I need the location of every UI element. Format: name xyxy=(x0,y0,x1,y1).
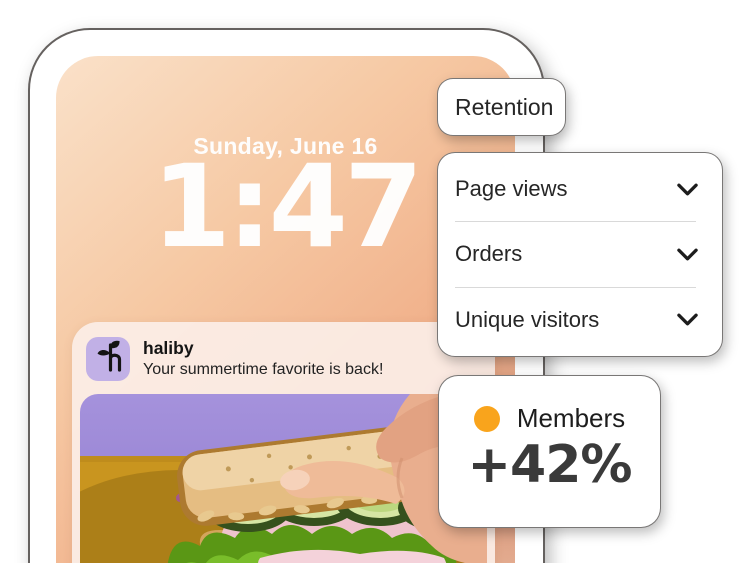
sandwich-photo xyxy=(80,394,487,563)
notification-message: Your summertime favorite is back! xyxy=(143,360,384,378)
row-divider xyxy=(455,286,696,288)
members-legend-row: Members xyxy=(473,403,626,434)
metrics-dropdown-card: Page views Orders Unique visitors xyxy=(437,152,723,357)
metric-label: Unique visitors xyxy=(455,306,600,332)
members-stat-card: Members +42% xyxy=(438,375,661,528)
retention-label: Retention xyxy=(455,93,554,120)
metric-row-orders[interactable]: Orders xyxy=(438,222,722,286)
metric-label: Orders xyxy=(455,241,523,267)
notification-card[interactable]: haliby Your summertime favorite is back! xyxy=(72,322,495,563)
chevron-down-icon xyxy=(677,183,698,196)
chevron-down-icon xyxy=(677,313,698,326)
notification-app-name: haliby xyxy=(143,337,194,358)
notification-image xyxy=(80,394,487,563)
metric-label: Page views xyxy=(455,176,568,202)
chevron-down-icon xyxy=(677,248,698,261)
members-dot xyxy=(473,405,500,432)
metric-row-unique-visitors[interactable]: Unique visitors xyxy=(438,288,722,352)
phone-frame: Sunday, June 16 1:47 haliby Your summert… xyxy=(28,28,545,563)
retention-chip[interactable]: Retention xyxy=(437,78,566,136)
lock-screen-date: Sunday, June 16 xyxy=(193,133,378,159)
lock-screen-wallpaper: Sunday, June 16 1:47 haliby Your summert… xyxy=(56,56,515,563)
members-value: +42% xyxy=(467,435,632,495)
notification-header: haliby Your summertime favorite is back! xyxy=(72,322,495,394)
metric-row-page-views[interactable]: Page views xyxy=(438,157,722,221)
row-divider xyxy=(455,221,696,223)
thumbnail xyxy=(280,469,310,491)
members-label: Members xyxy=(516,403,626,433)
sprout-h-icon xyxy=(86,337,130,381)
lock-screen-clock: 1:47 xyxy=(151,140,424,273)
notification-text: haliby Your summertime favorite is back! xyxy=(143,337,384,380)
